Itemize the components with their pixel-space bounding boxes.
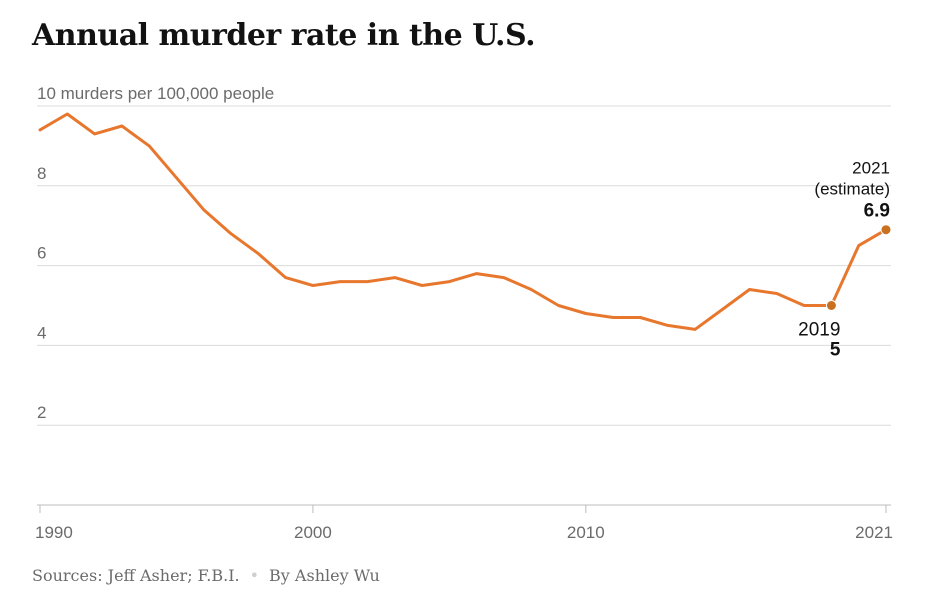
data-point [66, 112, 69, 116]
annotation-value: 5 [830, 340, 841, 361]
x-tick-label: 2010 [567, 523, 605, 542]
data-point [120, 124, 124, 128]
annotation-value: 6.9 [864, 201, 890, 222]
data-point [584, 312, 588, 315]
data-point [284, 276, 287, 279]
data-point [775, 292, 779, 295]
data-point [202, 208, 205, 211]
data-point [502, 276, 506, 279]
data-point [38, 128, 42, 132]
sources-text: Sources: Jeff Asher; F.B.I. [32, 566, 240, 585]
y-tick-label: 10 murders per 100,000 people [37, 84, 274, 103]
y-tick-label: 6 [37, 244, 46, 263]
data-point [93, 132, 96, 136]
data-point [748, 288, 751, 291]
data-point [611, 316, 615, 319]
annotation-marker [825, 300, 837, 311]
annotation-label: 2021 [852, 159, 890, 178]
x-tick-label: 1990 [35, 523, 73, 542]
data-point [338, 280, 342, 283]
data-point [311, 284, 315, 287]
data-point [802, 304, 806, 307]
data-point [557, 304, 560, 307]
data-point [147, 144, 151, 148]
y-tick-label: 2 [37, 403, 46, 422]
data-point [257, 252, 260, 255]
y-tick-label: 4 [37, 323, 46, 342]
data-point [639, 316, 642, 319]
annotation-marker [880, 224, 892, 236]
data-point [475, 272, 478, 275]
data-point [666, 324, 669, 327]
data-point [366, 280, 369, 283]
y-tick-label: 8 [37, 164, 46, 183]
byline-text: By Ashley Wu [269, 566, 380, 585]
x-tick-label: 2021 [855, 523, 893, 542]
annotation-label: (estimate) [814, 180, 890, 199]
x-tick-label: 2000 [294, 523, 332, 542]
data-point [448, 280, 451, 283]
data-point [175, 176, 178, 180]
data-point [857, 244, 860, 247]
chart-footer: Sources: Jeff Asher; F.B.I. • By Ashley Wu [32, 566, 380, 585]
data-point [393, 276, 396, 279]
data-point [420, 284, 424, 287]
data-point [721, 308, 724, 311]
separator-dot-icon: • [249, 566, 260, 585]
annotation-label: 2019 [798, 320, 840, 341]
data-point [229, 232, 233, 235]
data-point [530, 288, 533, 291]
data-point [693, 328, 697, 331]
series-line [38, 112, 888, 331]
chart-title: Annual murder rate in the U.S. [32, 18, 536, 53]
